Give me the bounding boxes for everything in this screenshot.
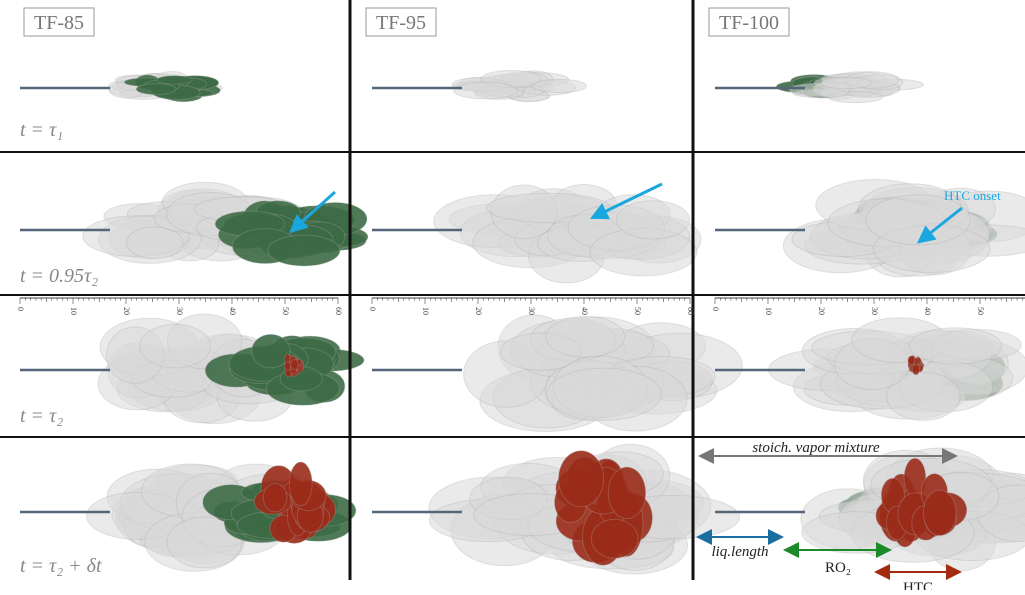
blob [546,368,661,420]
blob [454,82,518,99]
blob [532,79,586,92]
blob [617,201,690,239]
row-label: t = 0.95τ₂ [20,265,98,287]
row-label: t = τ₂ + δt [20,555,102,577]
ruler-label: 40 [580,307,589,315]
blob [252,334,290,367]
row-label: t = τ₂ [20,405,63,427]
ruler-label: 30 [870,307,879,315]
ruler-label: 0 [711,307,720,311]
blob [268,235,340,266]
annotation: liq.length [711,544,768,560]
blob [289,462,312,506]
annotation: stoich. vapor mixture [752,440,880,456]
blob [126,227,183,259]
plumes [20,71,1025,574]
annotation: HTC onset [944,188,1001,203]
column-label: TF-100 [719,12,779,34]
blob [591,519,638,558]
row-label: t = τ₁ [20,119,63,141]
ruler-label: 30 [175,307,184,315]
ruler-label: 50 [281,307,290,315]
column-label: TF-95 [376,12,426,34]
annotation: RO₂ [825,560,851,576]
ruler-label: 50 [633,307,642,315]
ruler-label: 40 [228,307,237,315]
ruler-label: 30 [527,307,536,315]
ruler-label: 10 [421,307,430,315]
rulers: 010203040506001020304050600102030405060 [16,298,1025,315]
blob [912,364,919,374]
ruler-label: 60 [334,307,343,315]
blob [821,78,872,89]
blob [559,451,604,507]
ruler-label: 50 [976,307,985,315]
blob [157,76,193,85]
column-labels: TF-85 TF-95 TF-100 [24,8,789,36]
ruler-label: 0 [16,307,25,311]
ruler-label: 20 [817,307,826,315]
ruler-label: 10 [764,307,773,315]
blob [140,324,211,368]
blob [923,490,956,535]
ruler-label: 20 [122,307,131,315]
blob [908,356,915,365]
ruler-label: 40 [923,307,932,315]
figure: TF-85 TF-95 TF-100 t = τ₁ t = 0.95τ₂ t =… [0,0,1025,590]
ruler-label: 10 [69,307,78,315]
ruler-label: 20 [474,307,483,315]
ruler-label: 60 [686,307,695,315]
blob [263,483,287,512]
blob [546,316,625,357]
column-label: TF-85 [34,12,84,34]
blob [909,328,1001,364]
ruler-label: 0 [368,307,377,311]
blob [136,84,176,95]
blob [290,360,298,370]
annotation: HTC [903,580,933,590]
blob [608,467,645,518]
